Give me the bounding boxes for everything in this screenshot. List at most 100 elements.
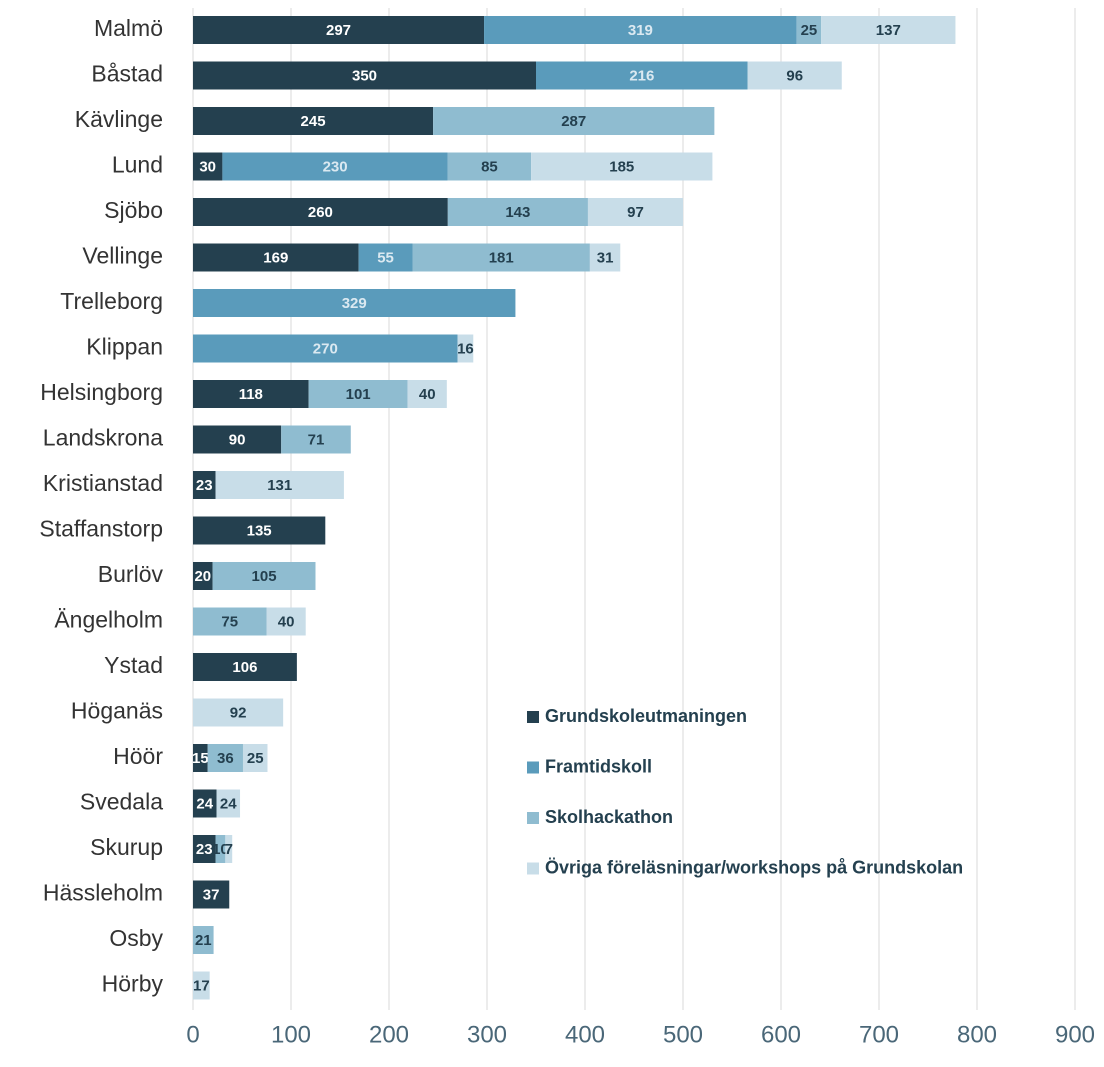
- x-tick-label: 0: [186, 1021, 199, 1048]
- y-tick-label: Svedala: [80, 789, 163, 815]
- bar-segment: [281, 425, 351, 454]
- y-tick-label: Burlöv: [98, 561, 164, 587]
- data-label: 15: [192, 750, 209, 767]
- bar-segment: [193, 152, 223, 181]
- legend-swatch: [527, 862, 539, 875]
- y-tick-label: Osby: [109, 925, 163, 951]
- x-tick-label: 700: [859, 1021, 899, 1048]
- bar-segment: [308, 380, 408, 408]
- data-label: 23: [196, 477, 213, 494]
- bar-segment: [193, 653, 297, 681]
- y-tick-label: Båstad: [91, 61, 163, 87]
- bar-segment: [589, 243, 621, 272]
- data-label: 20: [194, 568, 211, 585]
- bar-segment: [207, 744, 243, 772]
- data-label: 17: [193, 977, 210, 994]
- data-label: 30: [199, 158, 216, 175]
- y-tick-label: Kristianstad: [43, 470, 163, 496]
- legend-label: Skolhackathon: [545, 807, 673, 827]
- data-label: 24: [196, 795, 213, 812]
- bar-segment: [193, 516, 326, 545]
- y-tick-label: Staffanstorp: [39, 516, 163, 542]
- legend-label: Övriga föreläsningar/workshops på Grunds…: [545, 857, 963, 877]
- data-label: 260: [308, 204, 333, 221]
- y-tick-label: Kävlinge: [75, 106, 163, 132]
- bar-segment: [216, 789, 241, 818]
- data-label: 181: [489, 249, 514, 266]
- bar-segment: [193, 926, 214, 954]
- data-label: 106: [232, 659, 257, 676]
- y-tick-label: Ystad: [104, 652, 163, 678]
- data-label: 97: [627, 204, 644, 221]
- bar-segment: [193, 971, 210, 1000]
- data-label: 40: [419, 386, 436, 403]
- data-label: 31: [597, 249, 614, 266]
- data-label: 24: [220, 795, 237, 812]
- data-label: 90: [229, 431, 246, 448]
- data-label: 40: [278, 613, 295, 630]
- bar-segment: [747, 61, 842, 90]
- legend-swatch: [527, 761, 539, 774]
- bar-segment: [193, 107, 434, 135]
- data-label: 245: [301, 113, 326, 130]
- bar-segment: [193, 789, 217, 818]
- x-tick-label: 500: [663, 1021, 703, 1048]
- bar-segment: [225, 835, 233, 863]
- y-tick-label: Trelleborg: [60, 288, 163, 314]
- data-label: 55: [377, 249, 394, 266]
- y-tick-label: Höganäs: [71, 698, 163, 724]
- data-label: 96: [786, 67, 803, 84]
- y-tick-label: Sjöbo: [104, 197, 163, 223]
- bar-segment: [212, 562, 316, 590]
- data-label: 21: [195, 932, 212, 949]
- bar-segment: [484, 16, 797, 44]
- data-label: 25: [801, 22, 818, 39]
- bar-segment: [447, 198, 588, 226]
- bar-segment: [193, 471, 216, 499]
- y-tick-label: Malmö: [94, 15, 163, 41]
- data-label: 216: [629, 67, 654, 84]
- y-tick-label: Klippan: [86, 334, 163, 360]
- data-label: 329: [342, 295, 367, 312]
- bar-segment: [193, 880, 230, 909]
- data-label: 10: [212, 841, 229, 858]
- bar-segment: [587, 198, 683, 226]
- data-label: 297: [326, 22, 351, 39]
- data-label: 23: [196, 841, 213, 858]
- data-label: 37: [203, 886, 220, 903]
- data-label: 350: [352, 67, 377, 84]
- bar-segment: [193, 698, 284, 727]
- bar-segment: [193, 243, 359, 272]
- bar-segment: [193, 607, 267, 636]
- bar-segment: [222, 152, 448, 181]
- data-label: 287: [561, 113, 586, 130]
- x-tick-label: 400: [565, 1021, 605, 1048]
- data-label: 101: [346, 386, 371, 403]
- x-tick-label: 200: [369, 1021, 409, 1048]
- data-label: 135: [247, 522, 272, 539]
- bar-segment: [447, 152, 532, 181]
- x-tick-label: 100: [271, 1021, 311, 1048]
- data-label: 85: [481, 158, 498, 175]
- bar-segment: [193, 425, 282, 454]
- bar-segment: [193, 562, 213, 590]
- data-label: 71: [308, 431, 325, 448]
- bar-segment: [407, 380, 447, 408]
- bar-segment: [358, 243, 413, 272]
- y-tick-label: Hässleholm: [43, 880, 163, 906]
- x-tick-label: 300: [467, 1021, 507, 1048]
- x-tick-label: 800: [957, 1021, 997, 1048]
- bar-segment: [193, 380, 309, 408]
- legend-swatch: [527, 711, 539, 723]
- data-label: 319: [628, 22, 653, 39]
- data-label: 105: [252, 568, 277, 585]
- legend-label: Grundskoleutmaningen: [545, 706, 747, 726]
- y-tick-label: Helsingborg: [40, 379, 163, 405]
- bar-segment: [193, 16, 485, 44]
- data-label: 137: [876, 22, 901, 39]
- bar-segment: [536, 61, 748, 90]
- data-label: 169: [263, 249, 288, 266]
- y-tick-label: Landskrona: [43, 425, 163, 451]
- bar-segment: [821, 16, 956, 44]
